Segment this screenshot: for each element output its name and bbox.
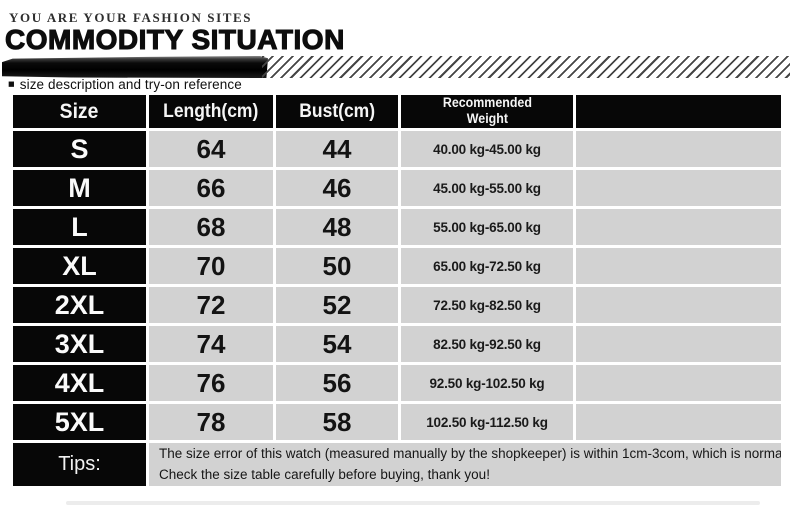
length-cell: 72: [149, 287, 273, 323]
length-cell: 74: [149, 326, 273, 362]
size-cell: 4XL: [13, 365, 146, 401]
table-row: L 68 48 55.00 kg-65.00 kg: [13, 209, 781, 245]
table-row: 2XL 72 52 72.50 kg-82.50 kg: [13, 287, 781, 323]
brand-tagline: YOU ARE YOUR FASHION SITES: [9, 10, 253, 25]
spacer-cell: [576, 248, 781, 284]
size-cell: 5XL: [13, 404, 146, 440]
length-cell: 76: [149, 365, 273, 401]
bust-cell: 46: [276, 170, 398, 206]
spacer-cell: [576, 170, 781, 206]
tips-text-cell: The size error of this watch (measured m…: [149, 443, 781, 486]
col-header-size: Size: [13, 95, 146, 128]
bust-cell: 50: [276, 248, 398, 284]
length-cell: 68: [149, 209, 273, 245]
table-row: M 66 46 45.00 kg-55.00 kg: [13, 170, 781, 206]
bust-cell: 56: [276, 365, 398, 401]
spacer-cell: [576, 209, 781, 245]
size-cell: 2XL: [13, 287, 146, 323]
size-cell: L: [13, 209, 146, 245]
square-bullet-icon: ■: [8, 78, 15, 91]
col-header-weight: Recommended Weight: [401, 95, 573, 128]
weight-cell: 45.00 kg-55.00 kg: [401, 170, 573, 206]
size-cell: M: [13, 170, 146, 206]
tips-row: Tips: The size error of this watch (meas…: [13, 443, 781, 486]
length-cell: 64: [149, 131, 273, 167]
table-row: 5XL 78 58 102.50 kg-112.50 kg: [13, 404, 781, 440]
weight-cell: 72.50 kg-82.50 kg: [401, 287, 573, 323]
diagonal-stripes-decoration: [262, 56, 790, 78]
bust-cell: 48: [276, 209, 398, 245]
section-label-text: size description and try-on reference: [19, 77, 242, 92]
scan-artifact-line: [66, 501, 760, 505]
bust-cell: 58: [276, 404, 398, 440]
size-chart-table: Size Length(cm) Bust(cm) Recommended Wei…: [10, 92, 784, 489]
length-cell: 70: [149, 248, 273, 284]
weight-cell: 55.00 kg-65.00 kg: [401, 209, 573, 245]
length-cell: 78: [149, 404, 273, 440]
weight-cell: 82.50 kg-92.50 kg: [401, 326, 573, 362]
size-chart: Size Length(cm) Bust(cm) Recommended Wei…: [10, 92, 784, 489]
weight-cell: 92.50 kg-102.50 kg: [401, 365, 573, 401]
header-row: Size Length(cm) Bust(cm) Recommended Wei…: [13, 95, 781, 128]
weight-cell: 40.00 kg-45.00 kg: [401, 131, 573, 167]
length-cell: 66: [149, 170, 273, 206]
table-row: 3XL 74 54 82.50 kg-92.50 kg: [13, 326, 781, 362]
page-title: COMMODITY SITUATION: [4, 23, 345, 55]
table-row: S 64 44 40.00 kg-45.00 kg: [13, 131, 781, 167]
section-label: ■ size description and try-on reference: [8, 77, 242, 92]
brush-stroke-decoration: [2, 56, 268, 78]
tips-line-2: Check the size table carefully before bu…: [159, 466, 490, 482]
weight-cell: 65.00 kg-72.50 kg: [401, 248, 573, 284]
table-row: XL 70 50 65.00 kg-72.50 kg: [13, 248, 781, 284]
col-header-length: Length(cm): [149, 95, 273, 128]
col-header-blank: [576, 95, 781, 128]
spacer-cell: [576, 365, 781, 401]
spacer-cell: [576, 287, 781, 323]
size-cell: S: [13, 131, 146, 167]
spacer-cell: [576, 131, 781, 167]
col-header-bust: Bust(cm): [276, 95, 398, 128]
spacer-cell: [576, 326, 781, 362]
weight-cell: 102.50 kg-112.50 kg: [401, 404, 573, 440]
bust-cell: 44: [276, 131, 398, 167]
size-cell: 3XL: [13, 326, 146, 362]
bust-cell: 54: [276, 326, 398, 362]
tips-line-1: The size error of this watch (measured m…: [159, 445, 781, 461]
size-cell: XL: [13, 248, 146, 284]
table-row: 4XL 76 56 92.50 kg-102.50 kg: [13, 365, 781, 401]
spacer-cell: [576, 404, 781, 440]
tips-label-cell: Tips:: [13, 443, 146, 486]
bust-cell: 52: [276, 287, 398, 323]
